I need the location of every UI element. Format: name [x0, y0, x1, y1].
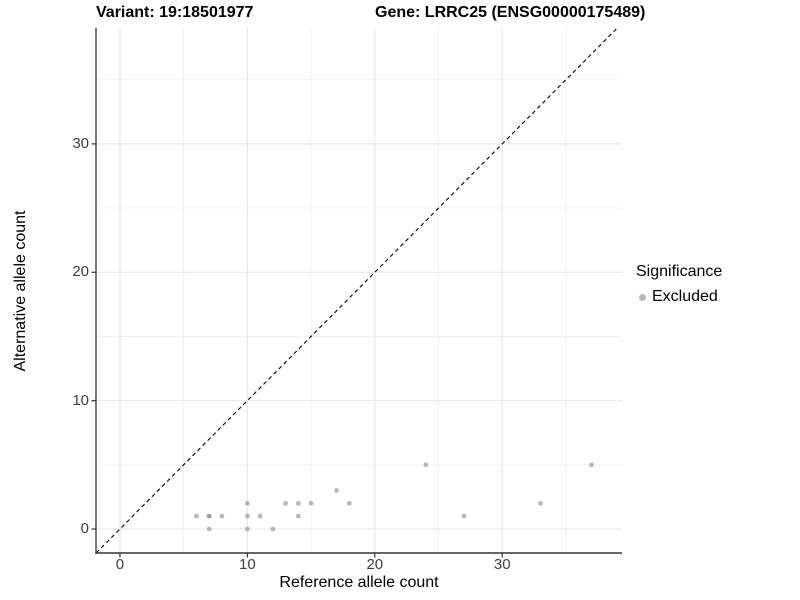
variant-title: Variant: 19:18501977 [96, 4, 254, 21]
x-tick-label: 30 [493, 556, 511, 573]
data-point [244, 500, 250, 506]
data-point [194, 513, 199, 519]
data-point [346, 500, 352, 506]
data-point [283, 500, 289, 506]
data-point [270, 526, 276, 532]
data-point [334, 488, 339, 493]
y-tick-label: 10 [72, 391, 89, 409]
data-point [538, 500, 543, 506]
legend: Significance Excluded [636, 263, 722, 306]
data-point [461, 513, 467, 519]
identity-dashed-line [95, 27, 618, 554]
gene-title: Gene: LRRC25 (ENSG00000175489) [375, 4, 646, 21]
y-tick-label: 20 [72, 263, 89, 281]
legend-title: Significance [636, 263, 723, 280]
data-point [206, 513, 212, 519]
x-tick-label: 20 [366, 556, 384, 573]
x-tick-label: 10 [239, 556, 256, 573]
legend-item-label: Excluded [652, 288, 718, 305]
y-axis-title: Alternative allele count [12, 210, 29, 372]
legend-item-excluded: Excluded [636, 288, 722, 306]
data-point [295, 500, 301, 506]
data-point [589, 462, 594, 468]
x-tick-label: 0 [115, 556, 125, 573]
data-point [244, 526, 250, 532]
excluded-point-icon [639, 293, 646, 301]
data-point [206, 526, 212, 532]
data-point [244, 513, 250, 519]
data-point [257, 513, 263, 519]
y-tick-label: 30 [72, 134, 89, 152]
y-tick-label: 0 [80, 519, 89, 537]
data-point [295, 513, 301, 519]
data-point [423, 462, 429, 468]
x-axis-title: Reference allele count [279, 574, 439, 591]
data-point [219, 513, 225, 519]
data-point [308, 500, 314, 506]
